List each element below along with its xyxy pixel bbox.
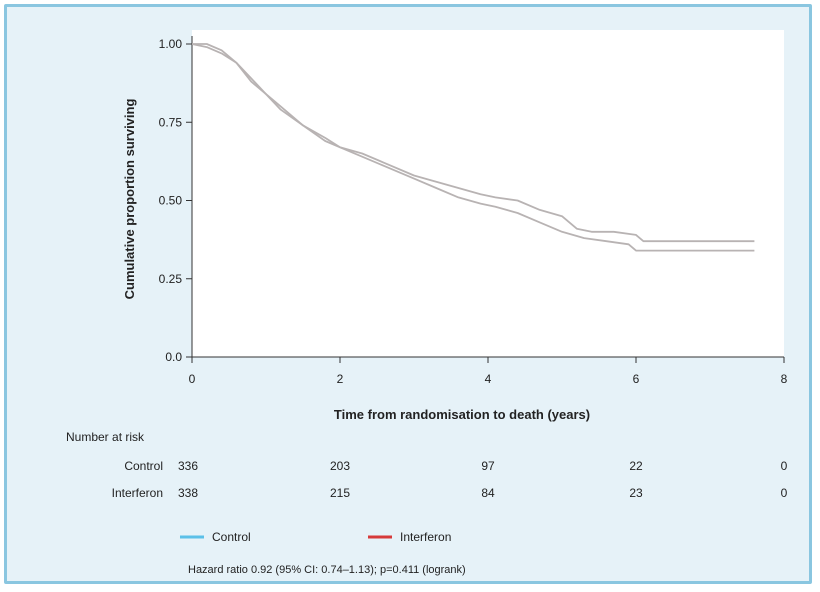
risk-row-label: Interferon bbox=[112, 486, 163, 500]
x-tick-label: 2 bbox=[337, 372, 344, 386]
risk-table: Control 336 203 97 22 0 Interferon 338 215 84 23 0 bbox=[112, 459, 788, 500]
risk-count: 97 bbox=[481, 459, 495, 473]
risk-table-title: Number at risk bbox=[66, 430, 145, 444]
legend-label-control: Control bbox=[212, 530, 251, 544]
risk-count: 22 bbox=[629, 459, 643, 473]
x-tick-label: 6 bbox=[633, 372, 640, 386]
x-tick-label: 0 bbox=[189, 372, 196, 386]
risk-count: 0 bbox=[781, 459, 788, 473]
risk-row-label: Control bbox=[124, 459, 163, 473]
y-tick-label: 0.25 bbox=[159, 272, 183, 286]
axes: 0 2 4 6 8 0.0 0.25 0.50 0.75 1.00 bbox=[159, 36, 788, 386]
plot-area bbox=[192, 30, 784, 357]
risk-count: 84 bbox=[481, 486, 495, 500]
y-axis-title: Cumulative proportion surviving bbox=[122, 99, 137, 300]
risk-count: 23 bbox=[629, 486, 643, 500]
x-tick-label: 8 bbox=[781, 372, 788, 386]
risk-count: 336 bbox=[178, 459, 198, 473]
legend: Control Interferon bbox=[180, 530, 451, 544]
hazard-ratio-footnote: Hazard ratio 0.92 (95% CI: 0.74–1.13); p… bbox=[188, 564, 466, 576]
survival-curves bbox=[191, 43, 755, 252]
series-line-interferon bbox=[191, 43, 755, 243]
risk-count: 215 bbox=[330, 486, 350, 500]
y-tick-label: 1.00 bbox=[159, 37, 183, 51]
y-tick-label: 0.0 bbox=[165, 350, 182, 364]
risk-count: 0 bbox=[781, 486, 788, 500]
risk-count: 338 bbox=[178, 486, 198, 500]
legend-label-interferon: Interferon bbox=[400, 530, 451, 544]
x-tick-label: 4 bbox=[485, 372, 492, 386]
series-line-control bbox=[192, 43, 755, 252]
risk-count: 203 bbox=[330, 459, 350, 473]
y-tick-label: 0.50 bbox=[159, 194, 183, 208]
x-axis-title: Time from randomisation to death (years) bbox=[334, 407, 590, 422]
y-tick-label: 0.75 bbox=[159, 115, 183, 129]
